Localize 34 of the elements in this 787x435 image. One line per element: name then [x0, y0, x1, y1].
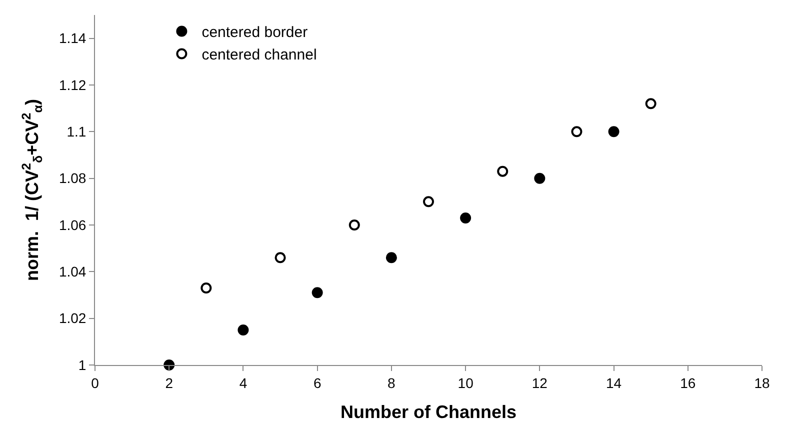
- point: [274, 252, 286, 264]
- point: [312, 287, 323, 298]
- point: [645, 98, 656, 110]
- x-tick-label: 16: [680, 374, 696, 391]
- point: [571, 126, 582, 138]
- y-tick-label: 1.1: [66, 124, 86, 140]
- point: [238, 324, 249, 336]
- x-tick-label: 8: [388, 374, 396, 391]
- y-tick-label: 1.12: [58, 76, 86, 93]
- point: [200, 282, 212, 294]
- point: [497, 166, 508, 177]
- y-tick-label: 1.06: [58, 216, 86, 233]
- x-tick-label: 10: [458, 374, 474, 391]
- legend-label: centered channel: [202, 46, 317, 64]
- x-tick-label: 6: [313, 374, 322, 391]
- x-tick-label: 18: [754, 374, 770, 391]
- x-tick-label: 12: [532, 374, 548, 391]
- y-tick-label: 1.08: [58, 170, 86, 186]
- point: [608, 126, 620, 138]
- y-tick-label: 1.14: [58, 30, 86, 46]
- x-tick-label: 4: [239, 374, 248, 391]
- x-axis-title: Number of Channels: [340, 402, 517, 422]
- point: [386, 252, 397, 264]
- y-tick-label: 1: [78, 356, 86, 373]
- legend-label: centered border: [202, 24, 308, 42]
- point: [534, 172, 546, 184]
- point: [423, 196, 434, 208]
- x-tick-label: 14: [606, 374, 622, 391]
- x-tick-label: 0: [91, 374, 100, 391]
- x-tick-label: 2: [165, 374, 174, 391]
- point: [460, 212, 472, 224]
- point: [348, 220, 360, 230]
- y-tick-label: 1.02: [58, 310, 86, 326]
- y-tick-label: 1.04: [58, 264, 86, 280]
